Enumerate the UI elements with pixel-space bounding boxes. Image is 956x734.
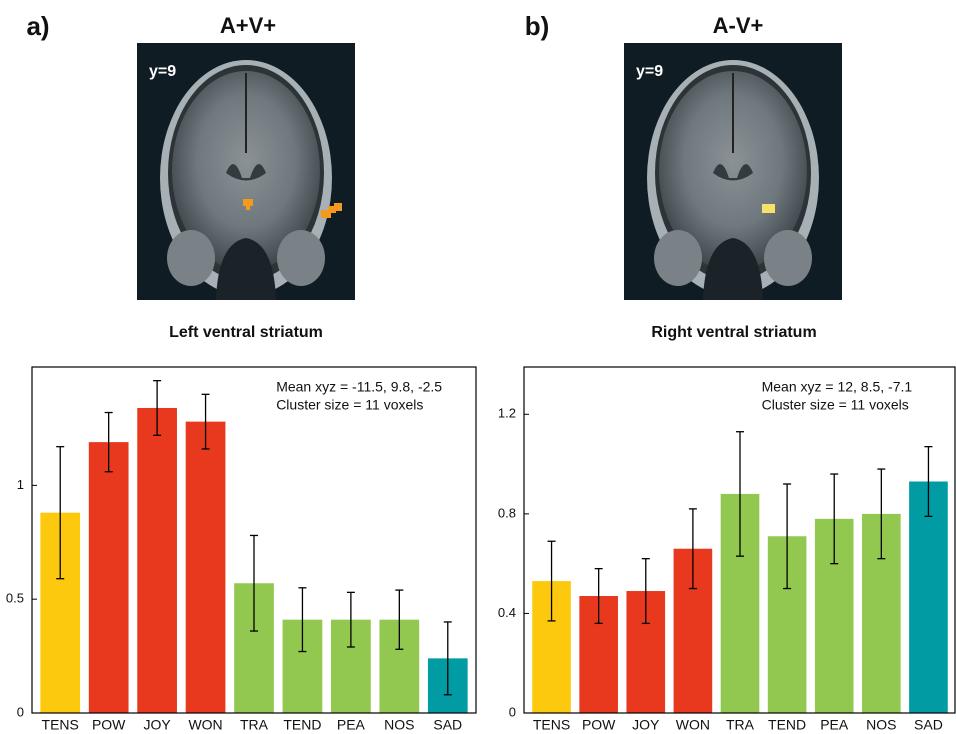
plot-frame: [523, 366, 956, 714]
y-tick-label: 1: [17, 477, 24, 492]
brain: [659, 71, 807, 271]
x-tick-label: SAD: [433, 717, 462, 733]
panel-label: b): [525, 11, 550, 41]
x-tick-label: TRA: [240, 717, 269, 733]
temporal-right: [764, 230, 812, 286]
annotation: Cluster size = 11 voxels: [762, 397, 909, 413]
y-tick-label: 0: [509, 704, 516, 719]
panel: a) A+V+ y=9 Left ventral striatum 0 0.5 1 TENS P…: [6, 11, 477, 733]
brainstem: [216, 238, 276, 300]
activation-blob: [334, 203, 342, 211]
x-tick-label: TRA: [726, 717, 755, 733]
x-tick-label: NOS: [384, 717, 414, 733]
activation-blob: [243, 199, 253, 206]
ventricles: [713, 164, 753, 181]
bar: [137, 407, 177, 713]
activation-blob: [762, 204, 775, 213]
activation-blob: [321, 210, 331, 218]
x-tick-label: SAD: [914, 717, 943, 733]
bar: [909, 481, 948, 713]
condition-title: A+V+: [220, 13, 276, 38]
activation-blob: [246, 205, 250, 210]
y-tick-label: 0: [17, 704, 24, 719]
bar: [88, 442, 129, 713]
annotation: Mean xyz = -11.5, 9.8, -2.5: [276, 379, 442, 395]
brainstem: [703, 238, 763, 300]
temporal-left: [654, 230, 702, 286]
x-tick-label: TENS: [533, 717, 570, 733]
x-tick-label: PEA: [337, 717, 366, 733]
x-tick-label: JOY: [143, 717, 171, 733]
slice-label: y=9: [149, 63, 176, 80]
x-tick-label: TEND: [283, 717, 321, 733]
bar: [185, 421, 226, 713]
y-tick-label: 0.5: [6, 591, 24, 606]
x-tick-label: WON: [188, 717, 222, 733]
annotation: Mean xyz = 12, 8.5, -7.1: [762, 379, 913, 395]
annotation: Cluster size = 11 voxels: [276, 397, 423, 413]
x-tick-label: POW: [92, 717, 126, 733]
y-tick-label: 0.8: [498, 505, 516, 520]
y-tick-label: 1.2: [498, 406, 516, 421]
x-tick-label: TEND: [768, 717, 806, 733]
temporal-right: [277, 230, 325, 286]
temporal-left: [167, 230, 215, 286]
panel: b) A-V+ y=9 Right ventral striatum 0 0.4 0.8 1.…: [498, 11, 956, 733]
ventricles: [226, 164, 266, 181]
x-tick-label: POW: [582, 717, 616, 733]
brain: [172, 71, 320, 271]
x-tick-label: TENS: [42, 717, 79, 733]
region-label: Left ventral striatum: [169, 324, 323, 341]
x-tick-label: PEA: [820, 717, 849, 733]
panel-label: a): [26, 11, 49, 41]
region-label: Right ventral striatum: [651, 324, 816, 341]
activation-blob: [328, 206, 336, 213]
condition-title: A-V+: [713, 13, 764, 38]
slice-label: y=9: [636, 63, 663, 80]
x-tick-label: JOY: [632, 717, 660, 733]
y-tick-label: 0.4: [498, 605, 516, 620]
x-tick-label: NOS: [866, 717, 896, 733]
x-tick-label: WON: [676, 717, 710, 733]
plot-frame: [31, 366, 477, 714]
